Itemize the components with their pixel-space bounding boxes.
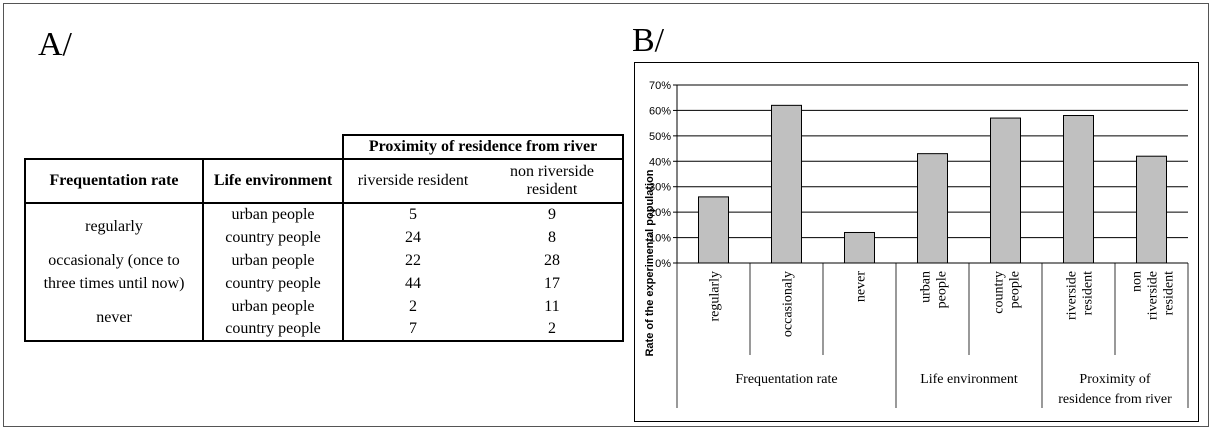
y-tick-label: 10%: [649, 233, 671, 245]
table-cell-life: country people: [203, 226, 344, 249]
category-label: never: [854, 271, 869, 302]
group-label: residence from river: [1058, 392, 1172, 407]
table-cell-riverside: 24: [405, 228, 421, 246]
table-cell-life: country people: [203, 272, 344, 295]
y-tick-label: 40%: [649, 156, 671, 168]
header-riverside: riverside resident: [343, 159, 482, 204]
row-freq-occasionaly-line1: occasionaly (once to: [24, 249, 204, 272]
y-tick-label: 30%: [649, 182, 671, 194]
table-cell-nonriverside: 17: [482, 272, 624, 295]
figure-frame: [3, 3, 1209, 427]
table-cell-life: urban people: [203, 203, 344, 226]
group-label: Life environment: [920, 372, 1018, 387]
group-labels: Frequentation rate Life environment Proxim…: [735, 372, 1172, 407]
y-axis-label: Rate of the experimental population: [644, 169, 656, 356]
category-label: occasionaly: [781, 271, 796, 337]
category-label: people: [935, 271, 950, 308]
category-labels: regularly occasionaly never urban people coun…: [708, 271, 1177, 337]
table-cell-nonriverside: 8: [482, 226, 624, 249]
table-cell-riverside: 5: [409, 206, 417, 223]
header-life-environment: Life environment: [203, 158, 344, 204]
bar: [844, 231, 875, 264]
category-label: country: [992, 271, 1007, 314]
bar-chart-box: 0% 10% 20% 30% 40% 50% 60% 70% regularly occasio…: [634, 62, 1199, 422]
table-cell-nonriverside: 11: [482, 295, 624, 318]
table-cell-riverside: 7: [343, 318, 482, 342]
y-tick-labels: 0% 10% 20% 30% 40% 50% 60% 70%: [649, 80, 671, 270]
y-tick-label: 50%: [649, 131, 671, 143]
row-freq-never: never: [24, 295, 204, 342]
bar: [1063, 115, 1094, 264]
chart-bars: [698, 104, 1167, 264]
y-tick-label: 0%: [655, 258, 671, 270]
panel-b-label: B/: [632, 22, 665, 59]
table-cell-riverside: 44: [405, 274, 421, 292]
bar: [990, 117, 1021, 264]
frequentation-table: Proximity of residence from river Freque…: [24, 134, 624, 342]
header-nonriverside-line2: resident: [526, 181, 578, 198]
category-label: regularly: [708, 271, 723, 322]
category-label: resident: [1081, 271, 1096, 315]
category-label: non: [1130, 271, 1145, 292]
header-nonriverside-line1: non riverside: [510, 163, 594, 180]
group-label: Proximity of: [1079, 372, 1151, 387]
table-cell-nonriverside: 2: [482, 318, 624, 342]
category-label: riverside: [1065, 271, 1080, 320]
bar: [771, 104, 802, 264]
group-header-proximity: Proximity of residence from river: [342, 134, 624, 160]
y-tick-label: 70%: [649, 80, 671, 92]
chart-axes: [676, 85, 1189, 408]
bar: [1136, 155, 1167, 264]
bar: [698, 196, 729, 264]
header-nonriverside: non riverside resident: [482, 159, 624, 204]
category-label: urban: [919, 271, 934, 303]
y-tick-label: 60%: [649, 105, 671, 117]
row-freq-regularly: regularly: [24, 203, 204, 249]
bar-chart: 0% 10% 20% 30% 40% 50% 60% 70% regularly occasio…: [644, 80, 1189, 408]
group-label: Frequentation rate: [735, 372, 837, 387]
table-cell-riverside: 22: [405, 251, 421, 269]
table-cell-nonriverside: 28: [482, 249, 624, 272]
panel-a-label: A/: [38, 26, 72, 63]
category-label: resident: [1162, 271, 1177, 315]
table-cell-riverside: 2: [409, 297, 417, 315]
y-tick-label: 20%: [649, 207, 671, 219]
header-frequentation: Frequentation rate: [24, 158, 204, 204]
category-label: people: [1008, 271, 1023, 308]
table-cell-life: country people: [203, 318, 344, 342]
table-cell-nonriverside: 9: [482, 203, 624, 226]
row-freq-occasionaly-line2: three times until now): [24, 272, 204, 295]
bar: [917, 153, 948, 264]
table-cell-life: urban people: [203, 249, 344, 272]
category-label: riverside: [1146, 271, 1161, 320]
table-cell-life: urban people: [203, 295, 344, 318]
